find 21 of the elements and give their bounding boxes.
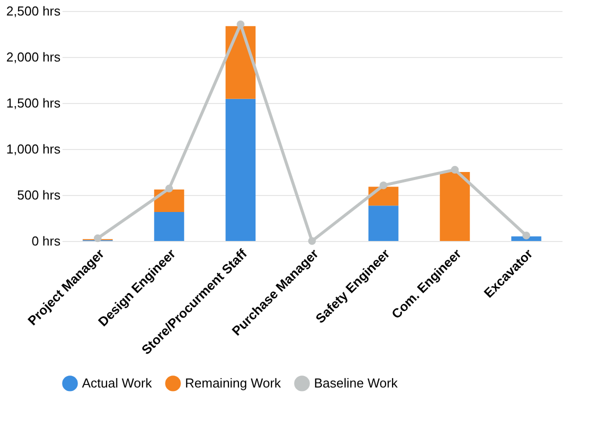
legend-label: Baseline Work [314, 375, 398, 390]
point [165, 184, 174, 192]
bar [440, 172, 470, 241]
y-tick-label: 2,000 hrs [6, 50, 61, 64]
bar [368, 206, 398, 241]
point [308, 237, 316, 245]
point [522, 232, 530, 240]
legend-label: Actual Work [82, 375, 152, 390]
y-tick-label: 1,000 hrs [6, 142, 61, 156]
legend-label: Remaining Work [185, 375, 282, 390]
y-tick-label: 2,500 hrs [6, 4, 61, 18]
bar [226, 98, 256, 241]
y-tick-label: 0 hrs [32, 234, 61, 248]
bar [154, 212, 184, 241]
point [450, 166, 459, 174]
point [94, 234, 102, 242]
y-tick-label: 500 hrs [17, 188, 61, 202]
bar [154, 189, 184, 212]
point [380, 181, 388, 190]
y-tick-label: 1,500 hrs [6, 96, 61, 110]
point [236, 20, 244, 28]
